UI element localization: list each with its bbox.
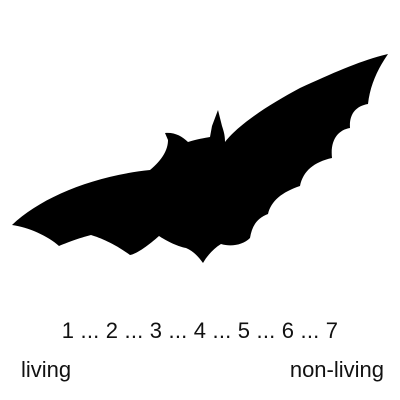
scale-point-1[interactable]: 1 <box>61 318 75 343</box>
scale-separator: ... <box>74 318 106 343</box>
scale-point-6[interactable]: 6 <box>281 318 295 343</box>
scale-separator: ... <box>118 318 150 343</box>
scale-separator: ... <box>206 318 238 343</box>
scale-separator: ... <box>250 318 282 343</box>
scale-point-3[interactable]: 3 <box>149 318 163 343</box>
rating-scale-numbers: 1 ... 2 ... 3 ... 4 ... 5 ... 6 ... 7 <box>0 318 400 344</box>
scale-separator: ... <box>294 318 326 343</box>
bat-stimulus <box>0 40 400 280</box>
scale-point-4[interactable]: 4 <box>193 318 207 343</box>
scale-point-7[interactable]: 7 <box>325 318 339 343</box>
scale-separator: ... <box>162 318 194 343</box>
scale-point-5[interactable]: 5 <box>237 318 251 343</box>
bat-silhouette-icon <box>12 54 388 263</box>
right-anchor-label: non-living <box>289 357 384 382</box>
scale-point-2[interactable]: 2 <box>105 318 119 343</box>
left-anchor-label: living <box>21 357 72 382</box>
